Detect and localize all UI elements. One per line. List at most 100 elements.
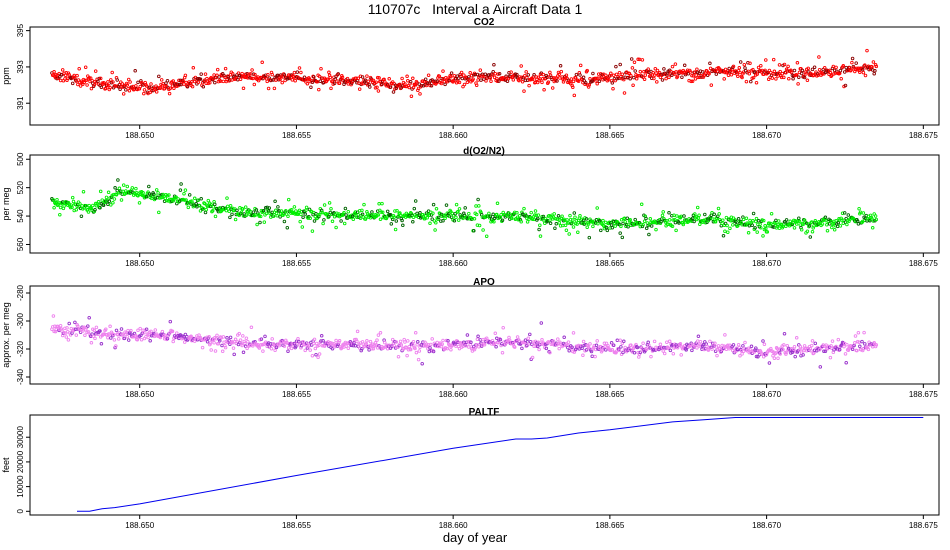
co2-point <box>52 70 56 74</box>
co2-point <box>139 79 143 83</box>
co2-point <box>400 76 404 81</box>
o2n2-point <box>713 220 718 224</box>
co2-point <box>772 69 777 74</box>
apo-point <box>736 343 741 347</box>
co2-point <box>506 76 511 81</box>
o2n2-point <box>58 205 63 210</box>
apo-point <box>465 333 470 337</box>
o2n2-point <box>130 186 135 190</box>
o2n2-point <box>152 192 156 197</box>
co2-point <box>643 73 648 77</box>
apo-axes: 188.650 188.655 188.660 188.665 188.670 188.6… <box>16 284 938 399</box>
co2-point <box>700 70 705 74</box>
o2n2-point <box>111 201 115 205</box>
apo-point <box>360 347 364 351</box>
apo-point <box>710 347 714 351</box>
apo-point <box>731 343 736 347</box>
o2n2-point <box>248 210 253 214</box>
o2n2-point <box>673 220 678 225</box>
apo-point <box>240 343 244 348</box>
co2-point <box>726 73 731 77</box>
apo-point <box>399 343 404 347</box>
apo-point <box>51 314 56 318</box>
o2n2-point <box>596 221 600 226</box>
o2n2-point <box>840 218 844 222</box>
co2-point <box>182 82 186 86</box>
co2-point <box>609 71 613 76</box>
o2n2-point <box>431 211 435 215</box>
co2-point <box>167 91 172 96</box>
co2-point <box>489 79 493 83</box>
apo-point <box>200 345 205 350</box>
o2n2-point <box>70 195 75 200</box>
co2-point <box>391 90 396 94</box>
co2-point <box>591 71 595 76</box>
co2-point <box>595 81 599 86</box>
co2-point <box>583 80 588 85</box>
apo-point <box>520 346 524 351</box>
o2n2-point <box>74 207 79 212</box>
o2n2-point <box>856 222 861 226</box>
co2-point <box>863 73 868 78</box>
co2-point <box>581 75 586 80</box>
o2n2-point <box>376 213 381 217</box>
o2n2-point <box>212 199 216 204</box>
co2-point <box>223 66 228 71</box>
o2n2-point <box>463 206 467 210</box>
o2n2-point <box>736 217 741 221</box>
co2-point <box>741 72 745 76</box>
apo-y-tick-label: -280 <box>16 284 25 301</box>
apo-point <box>615 338 620 343</box>
co2-point <box>636 57 640 62</box>
co2-point <box>756 65 761 70</box>
apo-point <box>813 341 818 346</box>
o2n2-point <box>823 215 828 220</box>
o2n2-point <box>584 217 589 221</box>
apo-point <box>310 353 315 358</box>
o2n2-point <box>408 215 412 219</box>
co2-point <box>858 70 862 74</box>
o2n2-point <box>258 214 263 219</box>
o2n2-point <box>515 211 519 215</box>
apo-point <box>99 342 104 346</box>
o2n2-point <box>840 211 845 215</box>
co2-point <box>872 71 876 76</box>
o2n2-point <box>672 217 677 222</box>
co2-point <box>168 86 173 91</box>
apo-point <box>469 340 473 345</box>
co2-point <box>747 72 752 76</box>
o2n2-point <box>454 202 459 207</box>
apo-point <box>296 337 300 341</box>
apo-point <box>476 334 480 339</box>
apo-point <box>104 327 108 331</box>
co2-point <box>462 73 466 77</box>
co2-point <box>695 67 699 71</box>
apo-point <box>724 347 729 352</box>
apo-point <box>417 349 422 353</box>
o2n2-point <box>256 211 260 215</box>
apo-x-tick-label: 188.655 <box>282 390 311 399</box>
o2n2-point <box>693 212 697 216</box>
apo-point <box>64 335 69 339</box>
apo-point <box>197 333 201 337</box>
co2-point <box>610 81 615 85</box>
apo-point <box>335 342 339 347</box>
apo-point <box>308 348 312 352</box>
co2-point <box>215 73 219 78</box>
co2-point <box>759 63 763 68</box>
co2-point <box>749 79 753 84</box>
o2n2-point <box>535 216 540 221</box>
co2-point <box>388 85 393 89</box>
o2n2-point <box>716 206 721 211</box>
apo-point <box>376 333 381 337</box>
co2-point <box>709 83 714 87</box>
co2-point <box>622 77 626 82</box>
o2n2-point <box>797 219 802 224</box>
co2-point <box>526 73 531 77</box>
o2n2-point <box>284 209 288 213</box>
apo-point <box>314 352 318 357</box>
co2-point <box>573 76 578 80</box>
o2n2-point <box>575 222 579 226</box>
o2n2-point <box>436 215 441 220</box>
co2-point <box>317 87 321 92</box>
